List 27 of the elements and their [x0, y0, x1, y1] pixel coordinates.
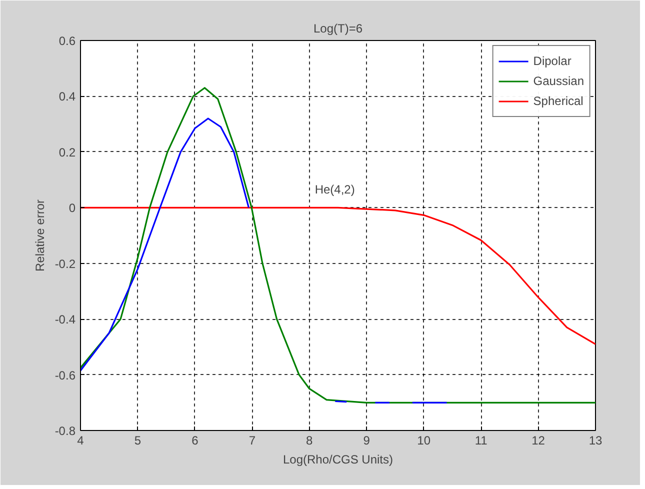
x-tick-label: 12: [532, 434, 546, 448]
legend-label: Spherical: [533, 94, 584, 108]
y-tick-label: 0: [68, 201, 76, 216]
chart-title: Log(T)=6: [313, 22, 363, 36]
x-tick-label: 9: [363, 434, 370, 448]
x-tick-label: 7: [248, 434, 256, 448]
legend-label: Dipolar: [533, 54, 572, 68]
x-tick-label: 10: [417, 434, 431, 448]
y-tick-label: -0.2: [54, 256, 76, 271]
x-tick-label: 4: [77, 434, 84, 448]
line-series: [80, 206, 596, 345]
line-series: [80, 87, 596, 404]
x-tick-label: 11: [474, 434, 488, 448]
legend-label: Gaussian: [533, 74, 584, 88]
y-tick-label: -0.4: [54, 312, 76, 327]
y-tick-label: -0.8: [54, 424, 76, 438]
y-tick-label: -0.6: [54, 368, 76, 382]
annotation: He(4,2): [314, 182, 355, 196]
y-tick-label: 0.6: [58, 34, 76, 48]
x-axis-title: Log(Rho/CGS Units): [282, 452, 394, 466]
y-tick-label: 0.2: [58, 145, 76, 160]
y-axis-title: Relative error: [32, 199, 47, 272]
x-tick-label: 8: [306, 434, 314, 448]
x-tick-label: 5: [134, 434, 142, 448]
x-tick-label: 13: [588, 434, 602, 448]
y-tick-label: 0.4: [58, 90, 76, 104]
x-tick-label: 6: [192, 434, 199, 448]
